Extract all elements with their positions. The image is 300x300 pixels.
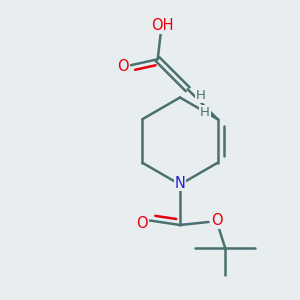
Text: O: O [136, 216, 147, 231]
Text: OH: OH [151, 18, 173, 33]
Text: O: O [211, 213, 223, 228]
Text: O: O [117, 59, 129, 74]
Text: N: N [175, 176, 185, 190]
Text: H: H [195, 89, 205, 102]
Text: H: H [195, 89, 205, 102]
Text: H: H [200, 106, 210, 119]
